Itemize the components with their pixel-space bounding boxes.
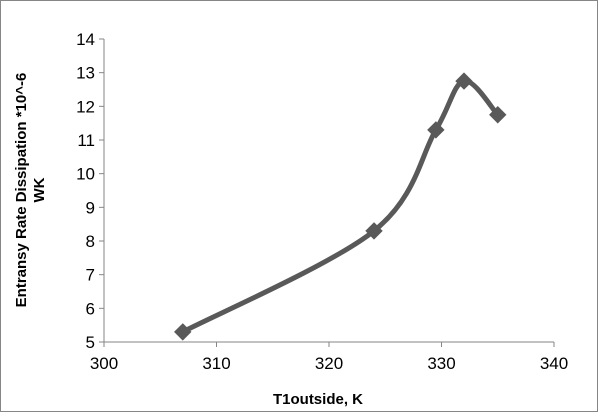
- y-tick-label: 11: [77, 131, 95, 150]
- y-tick-label: 5: [86, 333, 95, 352]
- x-axis-title: T1outside, K: [273, 391, 363, 408]
- data-point-marker: [174, 323, 192, 341]
- series-line: [180, 78, 501, 335]
- y-tick-label: 14: [76, 30, 95, 49]
- x-tick-label: 320: [315, 354, 343, 373]
- x-tick-label: 330: [427, 354, 455, 373]
- x-tick-label: 310: [202, 354, 230, 373]
- data-point-marker: [365, 222, 383, 240]
- x-tick-label: 300: [90, 354, 118, 373]
- data-point-marker: [489, 106, 507, 124]
- data-point-marker: [427, 121, 445, 139]
- y-tick-label: 9: [86, 198, 95, 217]
- ticks-layer: 5 6 7 8 9 10 11 12 13 14 300 310 320 330 340: [76, 30, 568, 373]
- y-tick-label: 10: [76, 165, 95, 184]
- y-axis-title: Entransy Rate Dissipation *10^-6 WK: [13, 73, 48, 308]
- y-axis-title-line1: Entransy Rate Dissipation *10^-6: [13, 73, 30, 308]
- y-tick-label: 8: [86, 232, 95, 251]
- y-tick-label: 7: [86, 266, 95, 285]
- y-tick-label: 13: [76, 64, 95, 83]
- y-tick-label: 12: [76, 97, 95, 116]
- y-axis-title-line2: WK: [31, 177, 48, 202]
- series-layer: [174, 72, 507, 341]
- y-tick-label: 6: [86, 299, 95, 318]
- data-point-marker: [455, 72, 473, 90]
- x-tick-label: 340: [540, 354, 568, 373]
